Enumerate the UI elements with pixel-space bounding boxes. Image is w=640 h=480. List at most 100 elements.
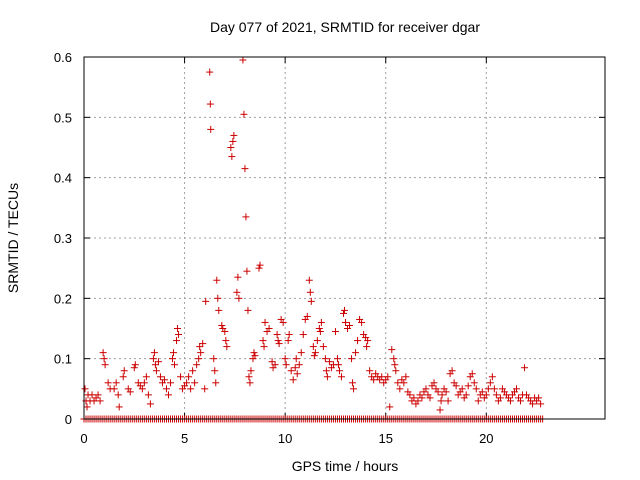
- chart-title: Day 077 of 2021, SRMTID for receiver dga…: [210, 19, 480, 35]
- data-point: [99, 349, 107, 357]
- data-point: [390, 355, 398, 363]
- data-point: [235, 294, 243, 302]
- data-point: [434, 388, 442, 396]
- data-point: [207, 125, 215, 133]
- data-point: [281, 355, 289, 363]
- y-tick-label: 0.1: [54, 352, 72, 367]
- data-point: [191, 379, 199, 387]
- data-point: [322, 367, 330, 375]
- data-point: [285, 331, 293, 339]
- data-point: [402, 373, 410, 381]
- data-point: [189, 367, 197, 375]
- x-axis-label: GPS time / hours: [292, 458, 399, 474]
- data-point: [211, 367, 219, 375]
- data-point: [464, 382, 472, 390]
- data-point: [250, 349, 258, 357]
- data-point: [223, 343, 231, 351]
- tick-labels: 0 5 10 15 20 0 0.1 0.2 0.3 0.4 0.5 0.6: [54, 50, 494, 446]
- data-point: [388, 346, 396, 354]
- data-point: [370, 376, 378, 384]
- data-point: [256, 261, 264, 269]
- data-point: [218, 321, 226, 329]
- data-point: [512, 385, 520, 393]
- data-point: [458, 385, 466, 393]
- data-point: [234, 273, 242, 281]
- x-tick-label: 0: [80, 431, 87, 446]
- data-point: [171, 361, 179, 369]
- data-point: [310, 352, 318, 360]
- data-point: [130, 364, 138, 372]
- data-point: [309, 343, 317, 351]
- data-point: [422, 385, 430, 393]
- data-point: [156, 373, 164, 381]
- data-point: [384, 373, 392, 381]
- data-point: [354, 337, 362, 345]
- data-point: [110, 385, 118, 393]
- data-point: [335, 367, 343, 375]
- data-point: [358, 318, 366, 326]
- data-point: [303, 312, 311, 320]
- data-point: [279, 318, 287, 326]
- data-point: [83, 403, 91, 411]
- y-axis-label: SRMTID / TECUs: [5, 183, 21, 293]
- data-point: [394, 379, 402, 387]
- data-point: [170, 349, 178, 357]
- data-point: [202, 297, 210, 305]
- data-point: [142, 373, 150, 381]
- data-point: [197, 349, 205, 357]
- data-point: [244, 306, 252, 314]
- data-point: [472, 385, 480, 393]
- plot-frame: [83, 56, 606, 420]
- data-point: [242, 213, 250, 221]
- data-point: [366, 367, 374, 375]
- data-point: [261, 318, 269, 326]
- y-tick-label: 0: [65, 412, 72, 427]
- data-point: [339, 309, 347, 317]
- data-point: [149, 355, 157, 363]
- data-point: [151, 361, 159, 369]
- data-point: [229, 137, 237, 145]
- data-point: [214, 294, 222, 302]
- data-point: [292, 355, 300, 363]
- data-point: [400, 379, 408, 387]
- data-point: [131, 361, 139, 369]
- data-point: [230, 131, 238, 139]
- data-point: [299, 331, 307, 339]
- data-point: [233, 288, 241, 296]
- data-point: [177, 373, 185, 381]
- data-point: [468, 370, 476, 378]
- data-point: [364, 337, 372, 345]
- data-point: [138, 385, 146, 393]
- data-point: [212, 379, 220, 387]
- data-point: [492, 391, 500, 399]
- data-point: [239, 56, 247, 64]
- data-point: [88, 391, 96, 399]
- data-point: [496, 394, 504, 402]
- data-point: [529, 400, 537, 408]
- data-point: [152, 367, 160, 375]
- data-point: [297, 349, 305, 357]
- data-point: [175, 331, 183, 339]
- data-point: [265, 325, 273, 332]
- data-point: [112, 379, 120, 387]
- data-point: [295, 361, 303, 369]
- data-point: [154, 358, 162, 366]
- data-point: [337, 373, 345, 381]
- data-point: [414, 397, 422, 405]
- data-point: [391, 361, 399, 369]
- data-point: [341, 306, 348, 314]
- data-point: [313, 337, 321, 345]
- y-tick-label: 0.2: [54, 291, 72, 306]
- data-point: [352, 349, 360, 357]
- data-point: [346, 321, 354, 329]
- data-point: [169, 355, 177, 363]
- data-point: [284, 337, 292, 345]
- data-point: [293, 370, 301, 378]
- data-point: [196, 343, 204, 351]
- data-point: [350, 385, 358, 393]
- data-point: [275, 340, 283, 348]
- data-point: [444, 397, 452, 405]
- data-point: [484, 385, 492, 393]
- data-point: [442, 388, 450, 396]
- data-point: [521, 364, 529, 372]
